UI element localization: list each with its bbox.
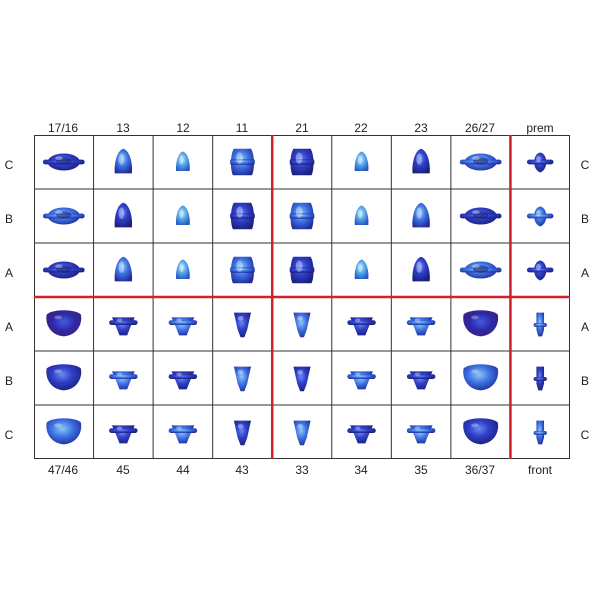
- column-label-bottom: 36/37: [464, 463, 496, 477]
- tooth-image: [109, 371, 138, 390]
- tooth-image: [168, 317, 198, 336]
- row-label-left: C: [4, 428, 14, 442]
- tooth-image: [233, 420, 251, 446]
- tooth-image: [175, 151, 190, 171]
- tooth-image: [109, 317, 138, 336]
- row-label-right: C: [580, 158, 590, 172]
- tooth-image: [42, 153, 85, 171]
- tooth-image: [42, 207, 85, 225]
- tooth-image: [406, 317, 436, 336]
- tooth-image: [230, 148, 255, 176]
- column-label-top: 11: [235, 121, 249, 135]
- row-label-left: C: [4, 158, 14, 172]
- tooth-image: [526, 260, 554, 281]
- tooth-image: [406, 425, 436, 444]
- tooth-image: [463, 364, 499, 391]
- tooth-image: [175, 259, 190, 279]
- row-label-left: A: [4, 320, 13, 334]
- tooth-image: [412, 148, 430, 174]
- tooth-image: [526, 206, 554, 227]
- tooth-image: [406, 371, 436, 390]
- tooth-image: [459, 153, 502, 171]
- column-label-top: 13: [116, 121, 130, 135]
- tooth-image: [354, 205, 369, 225]
- tooth-image: [42, 261, 85, 279]
- tooth-image: [533, 312, 547, 337]
- column-label-bottom: front: [527, 463, 552, 477]
- tooth-image: [293, 312, 311, 338]
- column-label-bottom: 44: [176, 463, 190, 477]
- column-label-top: 21: [295, 121, 309, 135]
- tooth-image: [347, 317, 376, 336]
- column-label-bottom: 33: [295, 463, 309, 477]
- row-label-right: A: [580, 266, 589, 280]
- tooth-grid-canvas: [34, 135, 570, 459]
- column-label-bottom: 35: [414, 463, 428, 477]
- tooth-image: [412, 202, 430, 228]
- tooth-image: [114, 202, 133, 228]
- tooth-image: [168, 425, 198, 444]
- tooth-image: [293, 366, 311, 392]
- tooth-image: [459, 261, 502, 279]
- tooth-image: [168, 371, 198, 390]
- tooth-image: [347, 425, 376, 444]
- tooth-image: [354, 151, 369, 171]
- tooth-image: [533, 420, 547, 445]
- tooth-image: [347, 371, 376, 390]
- row-label-left: A: [4, 266, 13, 280]
- tooth-image: [46, 310, 82, 337]
- tooth-image: [459, 207, 502, 225]
- tooth-image: [289, 202, 315, 230]
- tooth-image: [46, 418, 82, 445]
- tooth-grid: [34, 135, 570, 459]
- column-label-top: 26/27: [464, 121, 496, 135]
- tooth-image: [46, 364, 82, 391]
- tooth-image: [175, 205, 190, 225]
- row-label-left: B: [4, 212, 13, 226]
- tooth-image: [109, 425, 138, 444]
- row-label-right: B: [580, 212, 589, 226]
- column-label-top: prem: [526, 121, 554, 135]
- row-label-right: B: [580, 374, 589, 388]
- column-label-top: 22: [354, 121, 368, 135]
- tooth-image: [463, 418, 499, 445]
- tooth-image: [230, 202, 255, 230]
- tooth-image: [289, 148, 315, 176]
- tooth-image: [412, 256, 430, 282]
- tooth-image: [289, 256, 315, 284]
- tooth-image: [526, 152, 554, 173]
- column-label-bottom: 34: [354, 463, 368, 477]
- column-label-bottom: 47/46: [47, 463, 79, 477]
- tooth-image: [354, 259, 369, 279]
- tooth-image: [233, 366, 251, 392]
- column-label-bottom: 43: [235, 463, 249, 477]
- row-label-left: B: [4, 374, 13, 388]
- tooth-image: [233, 312, 251, 338]
- tooth-image: [114, 148, 133, 174]
- tooth-image: [463, 310, 499, 337]
- tooth-image: [293, 420, 311, 446]
- column-label-top: 17/16: [47, 121, 79, 135]
- column-label-bottom: 45: [116, 463, 130, 477]
- row-label-right: A: [580, 320, 589, 334]
- column-label-top: 12: [176, 121, 190, 135]
- tooth-image: [114, 256, 133, 282]
- tooth-image: [533, 366, 547, 391]
- tooth-image: [230, 256, 255, 284]
- row-label-right: C: [580, 428, 590, 442]
- column-label-top: 23: [414, 121, 428, 135]
